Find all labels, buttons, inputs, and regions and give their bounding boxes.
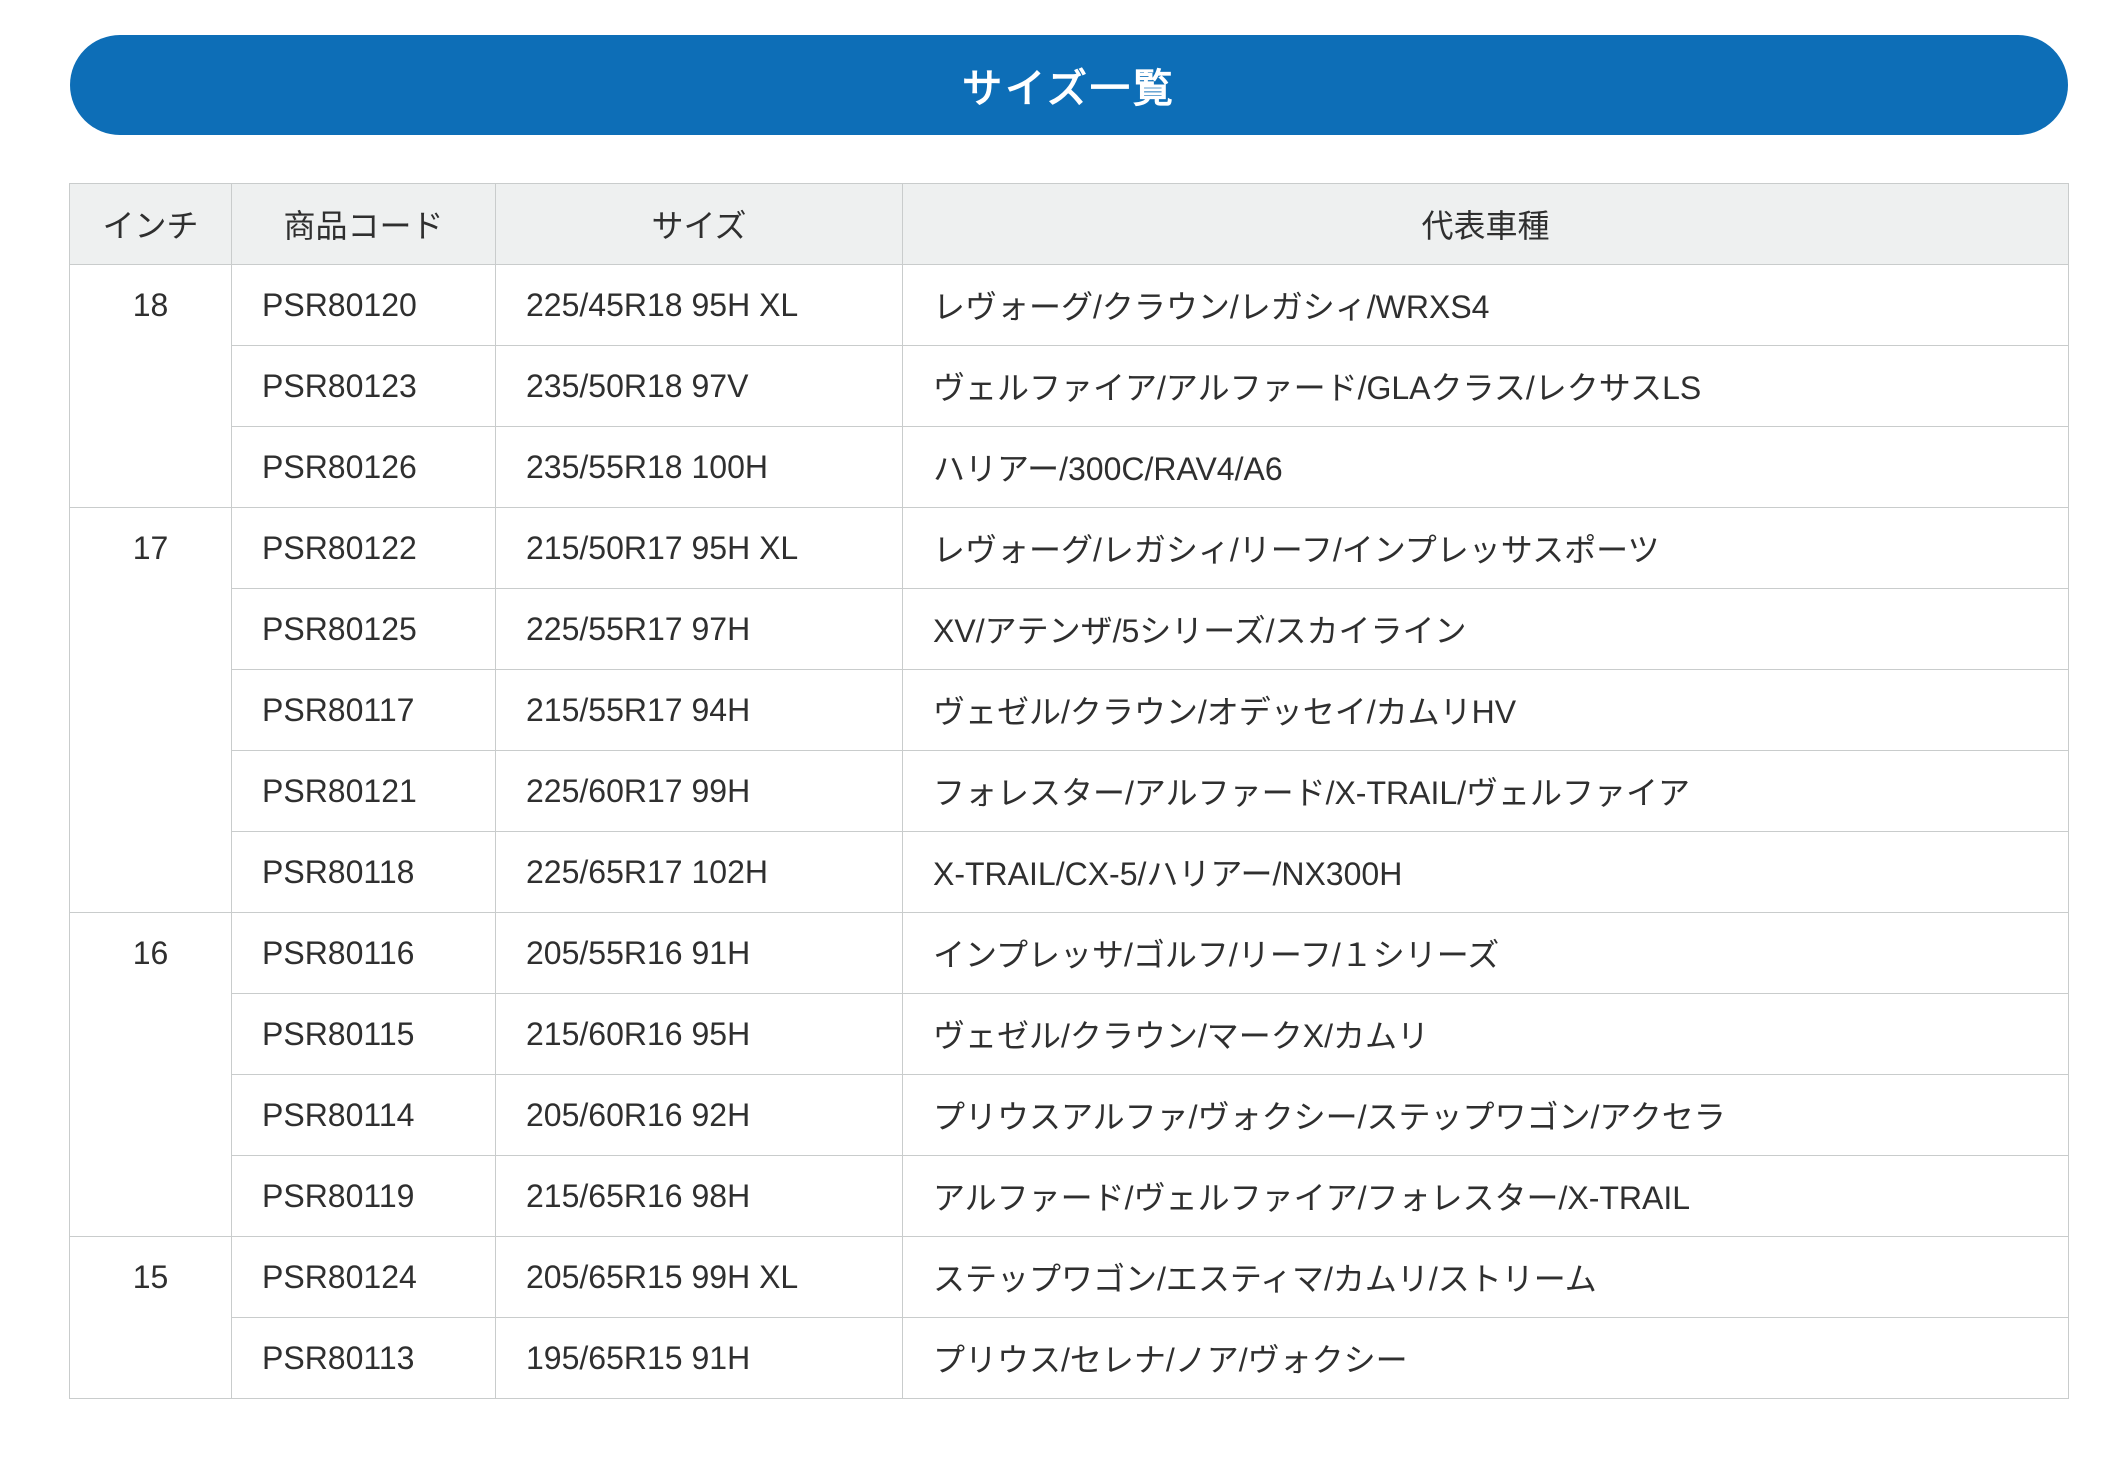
size-cell: 215/60R16 95H [495, 993, 903, 1075]
code-cell: PSR80125 [231, 588, 496, 670]
cars-cell: ヴェゼル/クラウン/マークX/カムリ [902, 993, 2069, 1075]
table-row: PSR80126 235/55R18 100H ハリアー/300C/RAV4/A… [70, 426, 2069, 508]
size-cell: 225/45R18 95H XL [495, 264, 903, 346]
cars-cell: X-TRAIL/CX-5/ハリアー/NX300H [902, 831, 2069, 913]
table-row: PSR80121 225/60R17 99H フォレスター/アルファード/X-T… [70, 750, 2069, 832]
code-cell: PSR80119 [231, 1155, 496, 1237]
size-cell: 225/65R17 102H [495, 831, 903, 913]
table-row: PSR80113 195/65R15 91H プリウス/セレナ/ノア/ヴォクシー [70, 1317, 2069, 1399]
table-row: 17 PSR80122 215/50R17 95H XL レヴォーグ/レガシィ/… [69, 507, 2069, 913]
code-cell: PSR80116 [231, 912, 496, 994]
code-cell: PSR80114 [231, 1074, 496, 1156]
cars-cell: レヴォーグ/クラウン/レガシィ/WRXS4 [902, 264, 2069, 346]
col-header-product-code: 商品コード [231, 183, 496, 265]
title-banner: サイズ一覧 [70, 35, 2068, 135]
col-header-size: サイズ [495, 183, 903, 265]
code-cell: PSR80120 [231, 264, 496, 346]
size-cell: 225/60R17 99H [495, 750, 903, 832]
inch-cell: 17 [69, 507, 232, 913]
code-cell: PSR80117 [231, 669, 496, 751]
col-header-inch: インチ [69, 183, 232, 265]
cars-cell: プリウスアルファ/ヴォクシー/ステップワゴン/アクセラ [902, 1074, 2069, 1156]
code-cell: PSR80121 [231, 750, 496, 832]
page-title: サイズ一覧 [962, 67, 1176, 111]
cars-cell: インプレッサ/ゴルフ/リーフ/１シリーズ [902, 912, 2069, 994]
table-row: PSR80125 225/55R17 97H XV/アテンザ/5シリーズ/スカイ… [70, 588, 2069, 670]
size-cell: 205/65R15 99H XL [495, 1236, 903, 1318]
code-cell: PSR80115 [231, 993, 496, 1075]
cars-cell: XV/アテンザ/5シリーズ/スカイライン [902, 588, 2069, 670]
size-cell: 215/65R16 98H [495, 1155, 903, 1237]
size-cell: 225/55R17 97H [495, 588, 903, 670]
cars-cell: ハリアー/300C/RAV4/A6 [902, 426, 2069, 508]
inch-cell: 15 [69, 1236, 232, 1399]
cars-cell: アルファード/ヴェルファイア/フォレスター/X-TRAIL [902, 1155, 2069, 1237]
table-row: PSR80117 215/55R17 94H ヴェゼル/クラウン/オデッセイ/カ… [70, 669, 2069, 751]
code-cell: PSR80118 [231, 831, 496, 913]
cars-cell: ヴェゼル/クラウン/オデッセイ/カムリHV [902, 669, 2069, 751]
cars-cell: ステップワゴン/エスティマ/カムリ/ストリーム [902, 1236, 2069, 1318]
size-cell: 205/60R16 92H [495, 1074, 903, 1156]
code-cell: PSR80126 [231, 426, 496, 508]
size-table: インチ 商品コード サイズ 代表車種 18 PSR80120 225/45R18… [69, 183, 2069, 1399]
table-row: PSR80115 215/60R16 95H ヴェゼル/クラウン/マークX/カム… [70, 993, 2069, 1075]
table-row: PSR80114 205/60R16 92H プリウスアルファ/ヴォクシー/ステ… [70, 1074, 2069, 1156]
header-row: インチ 商品コード サイズ 代表車種 [69, 183, 2069, 265]
cars-cell: ヴェルファイア/アルファード/GLAクラス/レクサスLS [902, 345, 2069, 427]
code-cell: PSR80124 [231, 1236, 496, 1318]
table-row: PSR80119 215/65R16 98H アルファード/ヴェルファイア/フォ… [70, 1155, 2069, 1237]
size-cell: 215/55R17 94H [495, 669, 903, 751]
code-cell: PSR80122 [231, 507, 496, 589]
size-cell: 205/55R16 91H [495, 912, 903, 994]
table-row: PSR80123 235/50R18 97V ヴェルファイア/アルファード/GL… [70, 345, 2069, 427]
col-header-vehicles: 代表車種 [902, 183, 2069, 265]
cars-cell: レヴォーグ/レガシィ/リーフ/インプレッサスポーツ [902, 507, 2069, 589]
code-cell: PSR80123 [231, 345, 496, 427]
table-row: 15 PSR80124 205/65R15 99H XL ステップワゴン/エステ… [69, 1236, 2069, 1399]
inch-cell: 16 [69, 912, 232, 1237]
cars-cell: プリウス/セレナ/ノア/ヴォクシー [902, 1317, 2069, 1399]
table-row: PSR80118 225/65R17 102H X-TRAIL/CX-5/ハリア… [70, 831, 2069, 913]
table-row: 18 PSR80120 225/45R18 95H XL レヴォーグ/クラウン/… [69, 264, 2069, 508]
size-cell: 215/50R17 95H XL [495, 507, 903, 589]
size-cell: 235/55R18 100H [495, 426, 903, 508]
code-cell: PSR80113 [231, 1317, 496, 1399]
inch-cell: 18 [69, 264, 232, 508]
table-row: 16 PSR80116 205/55R16 91H インプレッサ/ゴルフ/リーフ… [69, 912, 2069, 1237]
size-cell: 195/65R15 91H [495, 1317, 903, 1399]
size-cell: 235/50R18 97V [495, 345, 903, 427]
cars-cell: フォレスター/アルファード/X-TRAIL/ヴェルファイア [902, 750, 2069, 832]
